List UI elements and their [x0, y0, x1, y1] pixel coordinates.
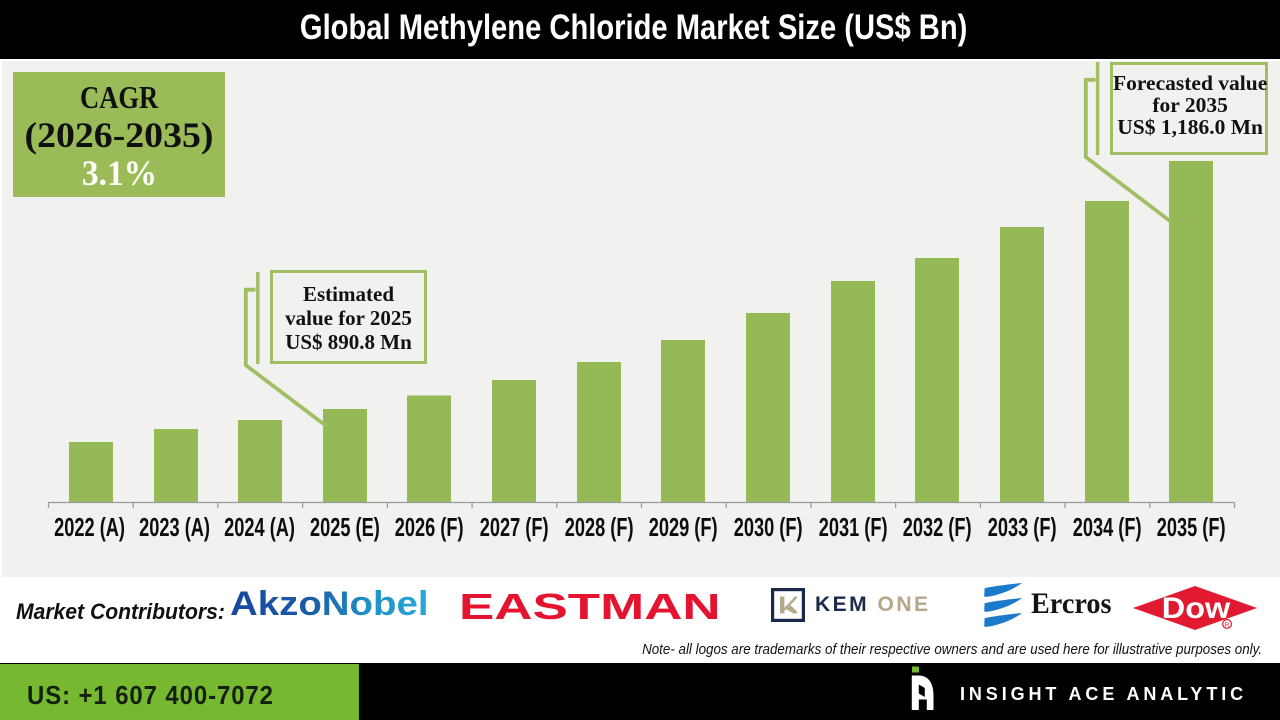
- svg-text:Dow: Dow: [1162, 591, 1231, 625]
- svg-text:R: R: [1225, 622, 1230, 629]
